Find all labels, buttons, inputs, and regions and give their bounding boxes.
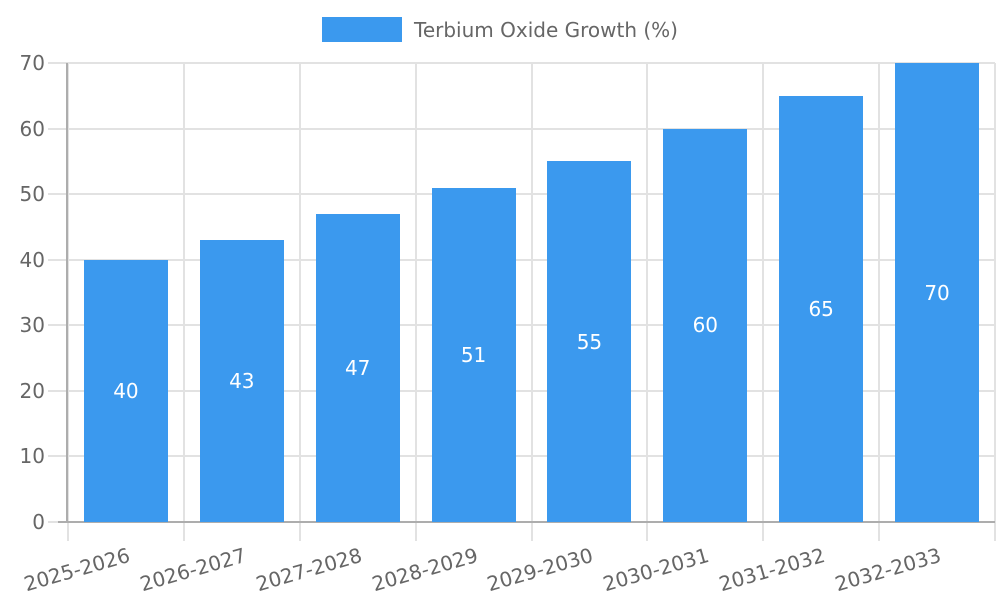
x-axis-tick-label: 2032-2033 [832,543,944,597]
bar[interactable] [315,213,400,522]
bar-value-label: 55 [576,329,603,354]
bar[interactable] [431,187,516,522]
x-gridline [298,63,301,541]
x-axis-tick-label: 2030-2031 [600,543,712,597]
y-gridline [48,127,995,130]
bar-value-label: 65 [808,296,834,321]
bar[interactable] [199,240,284,522]
x-axis-tick-label: 2028-2029 [368,543,481,597]
y-axis-tick-label: 20 [19,378,45,403]
bar-value-label: 60 [692,313,719,338]
x-gridline [67,63,69,541]
x-gridline [530,63,533,541]
legend: Terbium Oxide Growth (%) [0,17,1000,42]
bar-value-label: 47 [344,355,371,380]
y-axis-tick-label: 30 [19,313,45,338]
y-gridline [48,62,995,64]
x-axis-tick-label: 2029-2030 [484,543,597,597]
y-gridline [48,324,995,327]
y-gridline [48,455,995,458]
x-axis-tick-label: 2027-2028 [252,543,365,597]
y-axis-tick-label: 0 [32,510,45,534]
legend-label: Terbium Oxide Growth (%) [414,17,678,42]
bar[interactable] [895,63,980,522]
y-axis-line [66,63,68,522]
y-gridline [48,193,995,196]
bar[interactable] [547,161,632,522]
x-axis-tick-label: 2026-2027 [137,543,249,597]
bar-value-label: 70 [924,280,950,305]
bar-value-label: 43 [229,369,255,394]
bar-value-label: 40 [113,378,139,403]
y-axis-tick-label: 40 [19,247,45,272]
y-gridline [48,258,995,261]
y-axis-tick-label: 50 [19,182,45,207]
y-axis-tick-label: 60 [19,116,45,141]
x-axis-line [58,521,995,523]
x-gridline [994,63,996,541]
x-axis-tick-label: 2025-2026 [21,543,133,597]
bar[interactable] [779,95,864,522]
x-gridline [646,63,649,541]
bar[interactable] [663,128,748,522]
bar[interactable] [83,259,168,522]
x-axis-tick-label: 2031-2032 [716,543,828,597]
x-gridline [182,63,185,541]
y-axis-tick-label: 70 [19,51,45,75]
y-gridline [48,389,995,392]
y-axis-tick-label: 10 [19,444,45,469]
bar-value-label: 51 [460,342,487,367]
x-gridline [414,63,417,541]
x-gridline [762,63,765,541]
legend-swatch[interactable] [322,17,403,42]
x-gridline [878,63,881,541]
